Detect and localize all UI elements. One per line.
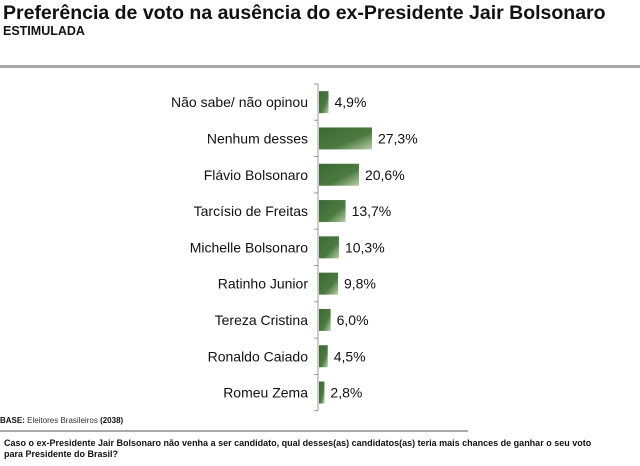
base-note: BASE: Eleitores Brasileiros (2038) [0, 416, 124, 425]
bar [319, 345, 328, 368]
chart-title: Preferência de voto na ausência do ex-Pr… [3, 2, 606, 24]
bar [319, 308, 331, 331]
data-label: 9,8% [344, 276, 376, 292]
category-label: Tereza Cristina [215, 312, 309, 328]
bar [319, 200, 346, 223]
bar [319, 236, 339, 259]
chart-subtitle: ESTIMULADA [3, 24, 85, 38]
bar [319, 163, 359, 186]
category-label: Ronaldo Caiado [208, 348, 309, 364]
data-label: 2,8% [330, 385, 362, 401]
data-label: 4,9% [335, 94, 367, 110]
data-label: 27,3% [378, 130, 418, 146]
category-label: Não sabe/ não opinou [171, 94, 308, 110]
divider [0, 65, 640, 68]
bar [319, 272, 339, 295]
data-label: 4,5% [334, 348, 366, 364]
bar [319, 91, 329, 114]
data-label: 13,7% [352, 203, 392, 219]
question-text: Caso o ex-Presidente Jair Bolsonaro não … [4, 438, 592, 459]
category-label: Flávio Bolsonaro [204, 167, 308, 183]
bar [319, 381, 325, 404]
data-label: 20,6% [365, 167, 405, 183]
category-label: Ratinho Junior [218, 276, 309, 292]
data-label: 6,0% [337, 312, 369, 328]
bar [319, 127, 372, 150]
category-label: Michelle Bolsonaro [190, 239, 308, 255]
category-label: Nenhum desses [207, 130, 308, 146]
data-label: 10,3% [345, 239, 385, 255]
category-label: Romeu Zema [223, 385, 308, 401]
divider [0, 430, 468, 432]
category-label: Tarcísio de Freitas [194, 203, 308, 219]
